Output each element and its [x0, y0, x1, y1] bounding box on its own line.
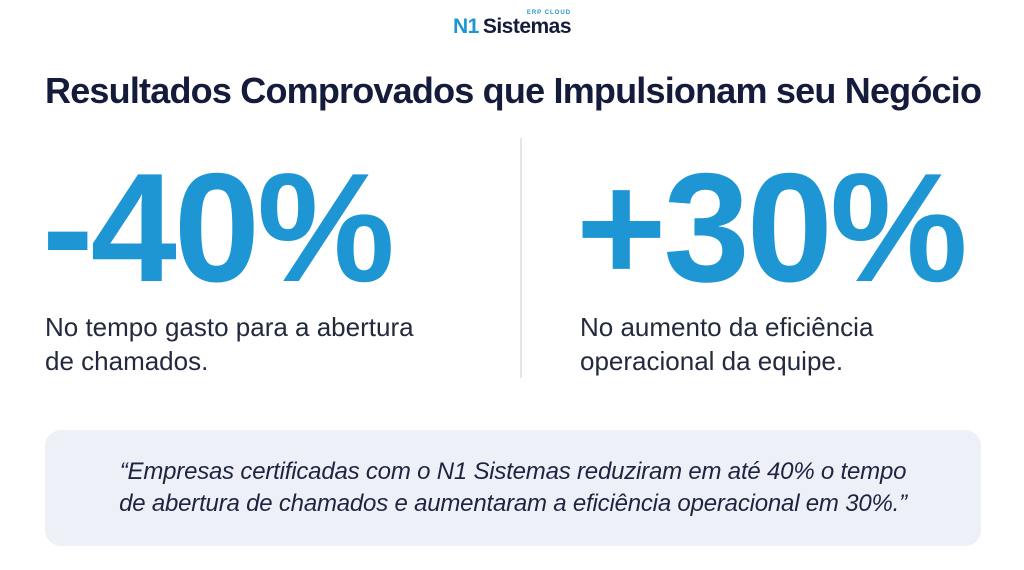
page-title: Resultados Comprovados que Impulsionam s… [45, 70, 982, 112]
logo-wordmark: ERP CLOUD Sistemas [482, 10, 572, 39]
stat-value-eficiencia: +30% [576, 141, 968, 314]
quote-box: “Empresas certificadas com o N1 Sistemas… [45, 430, 981, 546]
stat-description-line: operacional da equipe. [580, 346, 844, 376]
quote-line-2: de abertura de chamados e aumentaram a e… [119, 490, 907, 517]
logo-n1-text: N1 [452, 15, 479, 38]
stat-description-tempo-chamados: No tempo gasto para a abertura de chamad… [45, 310, 505, 378]
logo-tagline-text: ERP CLOUD [526, 10, 572, 16]
logo-sistemas-text: Sistemas [482, 15, 572, 38]
stat-value-tempo-chamados: -40% [42, 141, 395, 314]
logo: N1 ERP CLOUD Sistemas [0, 10, 1024, 39]
vertical-divider [520, 138, 522, 378]
quote-line-1: “Empresas certificadas com o N1 Sistemas… [119, 458, 907, 485]
stat-description-line: No aumento da eficiência [580, 312, 874, 342]
stat-description-line: de chamados. [45, 346, 209, 376]
stat-description-line: No tempo gasto para a abertura [45, 312, 414, 342]
stat-description-eficiencia: No aumento da eficiência operacional da … [580, 310, 1010, 378]
